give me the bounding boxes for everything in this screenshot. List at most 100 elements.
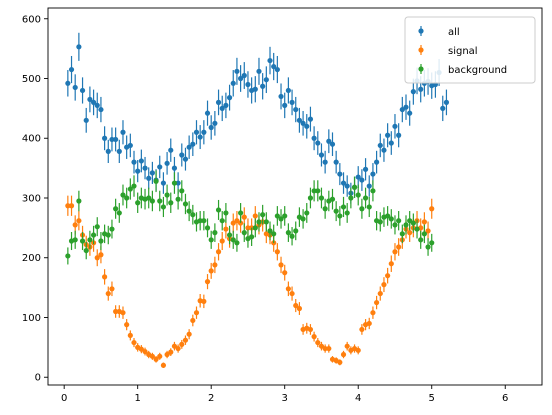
data-point: [403, 104, 409, 110]
data-point: [113, 308, 119, 315]
data-point: [285, 230, 291, 236]
data-point: [234, 68, 240, 74]
data-point: [355, 192, 361, 198]
data-point: [388, 261, 394, 267]
data-point: [326, 345, 332, 352]
data-point: [208, 268, 214, 274]
data-point: [340, 180, 347, 186]
data-point: [179, 188, 185, 194]
data-point: [131, 339, 137, 346]
data-point: [293, 106, 299, 113]
legend-marker: [418, 28, 424, 34]
data-point: [425, 228, 431, 234]
data-point: [197, 134, 203, 140]
data-point: [355, 347, 361, 353]
data-point: [120, 192, 126, 198]
data-point: [274, 249, 280, 255]
data-point: [260, 212, 266, 218]
data-point: [241, 214, 247, 220]
data-point: [127, 186, 133, 192]
data-point: [410, 89, 416, 95]
data-point: [278, 93, 284, 100]
data-point: [249, 234, 255, 240]
data-point: [157, 353, 163, 359]
data-point: [175, 345, 181, 352]
data-point: [407, 218, 413, 224]
data-point: [131, 159, 137, 165]
data-point: [153, 178, 159, 184]
data-point: [421, 231, 427, 237]
data-point: [366, 320, 372, 327]
data-point: [399, 231, 405, 237]
plot-frame: [47, 7, 543, 386]
x-tick-label: 1: [134, 393, 140, 404]
data-point: [113, 206, 119, 212]
data-point: [340, 204, 347, 210]
data-point: [105, 148, 111, 154]
data-point: [186, 208, 192, 214]
data-point: [120, 310, 126, 316]
data-point: [370, 188, 376, 194]
data-point: [392, 249, 398, 255]
data-point: [149, 353, 155, 359]
data-point: [381, 147, 387, 153]
data-point: [215, 249, 222, 255]
legend-label: signal: [448, 46, 478, 57]
data-point: [307, 326, 314, 333]
data-point: [234, 218, 240, 224]
data-point: [105, 232, 111, 238]
data-point: [407, 230, 413, 236]
data-point: [160, 204, 167, 210]
legend-box: [404, 16, 536, 84]
data-point: [267, 57, 273, 64]
data-point: [160, 362, 167, 368]
data-point: [164, 192, 170, 198]
data-point: [157, 198, 163, 204]
data-point: [175, 180, 181, 186]
data-point: [351, 184, 358, 190]
data-point: [238, 75, 244, 82]
data-point: [359, 177, 365, 183]
data-point: [274, 66, 280, 73]
data-point: [241, 230, 247, 236]
data-point: [124, 322, 130, 328]
data-point: [344, 183, 350, 189]
data-point: [337, 171, 343, 177]
data-point: [293, 228, 299, 234]
data-point: [204, 225, 211, 231]
data-point: [102, 135, 108, 141]
data-point: [318, 152, 325, 158]
data-point: [377, 219, 383, 225]
data-point: [94, 224, 100, 230]
data-point: [271, 231, 277, 237]
data-point: [79, 238, 86, 244]
data-point: [396, 218, 402, 224]
data-point: [311, 135, 317, 141]
data-point: [186, 331, 192, 337]
data-point: [109, 226, 115, 232]
x-tick-label: 4: [355, 393, 361, 404]
data-point: [300, 216, 306, 222]
data-point: [223, 102, 229, 108]
data-point: [385, 213, 391, 219]
data-point: [418, 237, 424, 243]
data-point: [171, 343, 178, 349]
data-point: [311, 334, 317, 340]
data-point: [421, 219, 427, 225]
data-point: [322, 206, 328, 212]
data-point: [201, 129, 207, 135]
data-point: [285, 286, 291, 292]
data-point: [219, 218, 225, 224]
data-point: [94, 102, 100, 108]
data-point: [98, 238, 104, 244]
data-point: [226, 232, 233, 238]
data-point: [289, 99, 295, 105]
data-point: [68, 66, 75, 73]
data-point: [179, 152, 185, 158]
data-point: [201, 298, 207, 304]
data-point: [344, 210, 350, 216]
data-point: [429, 240, 435, 246]
data-point: [282, 270, 288, 276]
legend: all signal background: [404, 16, 536, 84]
